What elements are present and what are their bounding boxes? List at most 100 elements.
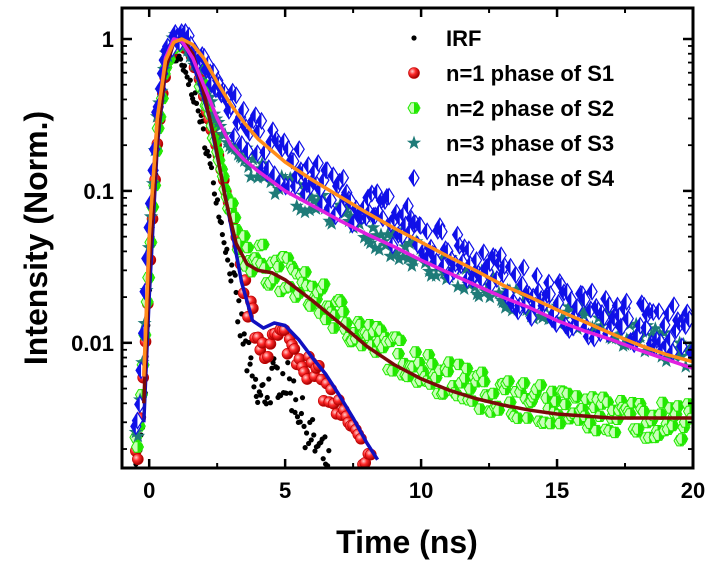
series-1-point xyxy=(246,339,252,346)
series-5-point xyxy=(640,318,652,337)
series-4-point xyxy=(369,228,384,242)
series-1-point xyxy=(311,432,317,438)
series-5-point xyxy=(510,265,522,285)
y-tick-label: 1 xyxy=(102,27,114,52)
series-3-point xyxy=(544,417,558,430)
series-4-point xyxy=(268,186,283,201)
series-5-point xyxy=(659,315,671,335)
series-5-point xyxy=(383,187,395,206)
series-1-point xyxy=(309,416,316,423)
series-3-point xyxy=(391,347,406,360)
series-3-point xyxy=(521,411,535,424)
fit-layer xyxy=(142,37,693,461)
series-1-point xyxy=(244,368,250,374)
series-4-point xyxy=(373,227,389,241)
series-4-point xyxy=(341,213,357,228)
series-4-point xyxy=(368,240,383,255)
series-2-point xyxy=(262,350,274,363)
series-1-point xyxy=(249,373,255,379)
series-4-point xyxy=(674,348,689,363)
series-3-point xyxy=(534,379,548,392)
series-4-point xyxy=(491,285,507,299)
series-3-point xyxy=(327,322,341,335)
series-3-point xyxy=(256,238,270,251)
legend-label: n=4 phase of S4 xyxy=(446,166,615,191)
series-4-point xyxy=(243,169,258,183)
series-1-point xyxy=(285,360,291,366)
series-4-point xyxy=(391,251,407,266)
series-4-point xyxy=(471,288,486,303)
series-3-point xyxy=(130,440,145,453)
series-5-point xyxy=(131,411,144,430)
series-5-point xyxy=(668,296,680,315)
series-1-point xyxy=(322,434,328,440)
series-3-point xyxy=(675,432,689,445)
series-1-point xyxy=(266,376,272,382)
series-1-point xyxy=(308,437,314,443)
series-1-point xyxy=(274,365,280,371)
series-5-point xyxy=(620,292,633,311)
series-1-point xyxy=(301,423,307,429)
series-5-point xyxy=(337,168,350,187)
series-1-point xyxy=(210,180,217,186)
series-5-point xyxy=(616,317,629,336)
series-5-point xyxy=(586,282,598,301)
series-5-point xyxy=(565,290,578,309)
series-1-point xyxy=(185,81,192,88)
series-3-point xyxy=(517,377,531,390)
series-1-point xyxy=(225,257,231,263)
series-1-point xyxy=(248,355,254,361)
series-1-point xyxy=(235,319,241,325)
series-3-point xyxy=(442,356,456,369)
series-1-point xyxy=(258,392,264,398)
series-5-point xyxy=(230,86,242,105)
series-5-point xyxy=(251,144,264,163)
series-3-point xyxy=(666,419,680,432)
series-5-point xyxy=(478,243,490,262)
series-4-point xyxy=(293,202,308,216)
series-3-point xyxy=(336,305,350,318)
series-1-point xyxy=(302,445,308,451)
series-1-point xyxy=(293,397,299,403)
series-4-point xyxy=(302,202,317,217)
series-3-point xyxy=(608,426,622,439)
series-3-point xyxy=(237,230,251,243)
series-1-point xyxy=(292,409,298,416)
series-4-point xyxy=(459,261,474,275)
y-axis: 0.01 0.1 1 xyxy=(71,27,693,450)
series-1-point xyxy=(192,90,198,96)
x-axis: 0 5 10 15 20 xyxy=(143,8,705,503)
series-4-point xyxy=(365,220,381,234)
series-1-point xyxy=(187,77,193,83)
series-4-point xyxy=(559,304,574,319)
legend-label: n=3 phase of S3 xyxy=(446,131,614,156)
series-3-point xyxy=(409,345,423,358)
series-4-point xyxy=(652,327,668,341)
series-4-point xyxy=(402,236,417,250)
series-3-point xyxy=(553,417,567,430)
series-5-point xyxy=(622,309,635,328)
series-4-point xyxy=(400,251,415,265)
series-5-point xyxy=(525,308,538,327)
series-3-point xyxy=(477,375,491,388)
series-4-point xyxy=(130,428,146,443)
series-1-point xyxy=(252,376,259,382)
legend-label: n=1 phase of S1 xyxy=(446,61,614,86)
series-1-point xyxy=(208,164,215,171)
series-5-point xyxy=(543,273,555,292)
series-1-point xyxy=(255,399,261,406)
series-5-point xyxy=(552,293,565,312)
series-4-point xyxy=(648,321,663,335)
series-1-point xyxy=(183,69,189,75)
series-4-point xyxy=(594,318,609,332)
legend-marker xyxy=(406,135,422,150)
series-3-point xyxy=(298,266,312,279)
legend-entry: n=2 phase of S2 xyxy=(407,96,614,121)
series-4-point xyxy=(357,229,372,244)
series-4-point xyxy=(450,279,465,293)
series-1-point xyxy=(224,246,230,252)
series-1-point xyxy=(251,384,257,390)
series-5-point xyxy=(598,308,610,327)
series-1-point xyxy=(286,376,293,382)
